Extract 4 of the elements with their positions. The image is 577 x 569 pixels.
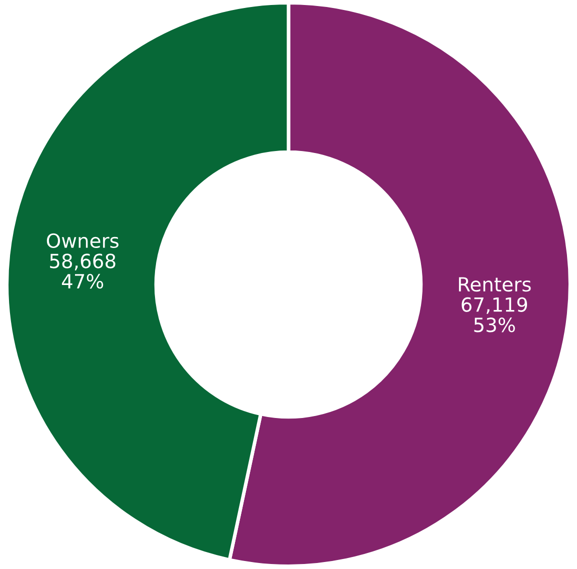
data-label: 67,119 53% xyxy=(462,297,528,332)
slice-label: Owners xyxy=(46,233,118,248)
slice-label: Renters xyxy=(458,277,531,292)
data-label: 58,668 47% xyxy=(50,254,116,289)
